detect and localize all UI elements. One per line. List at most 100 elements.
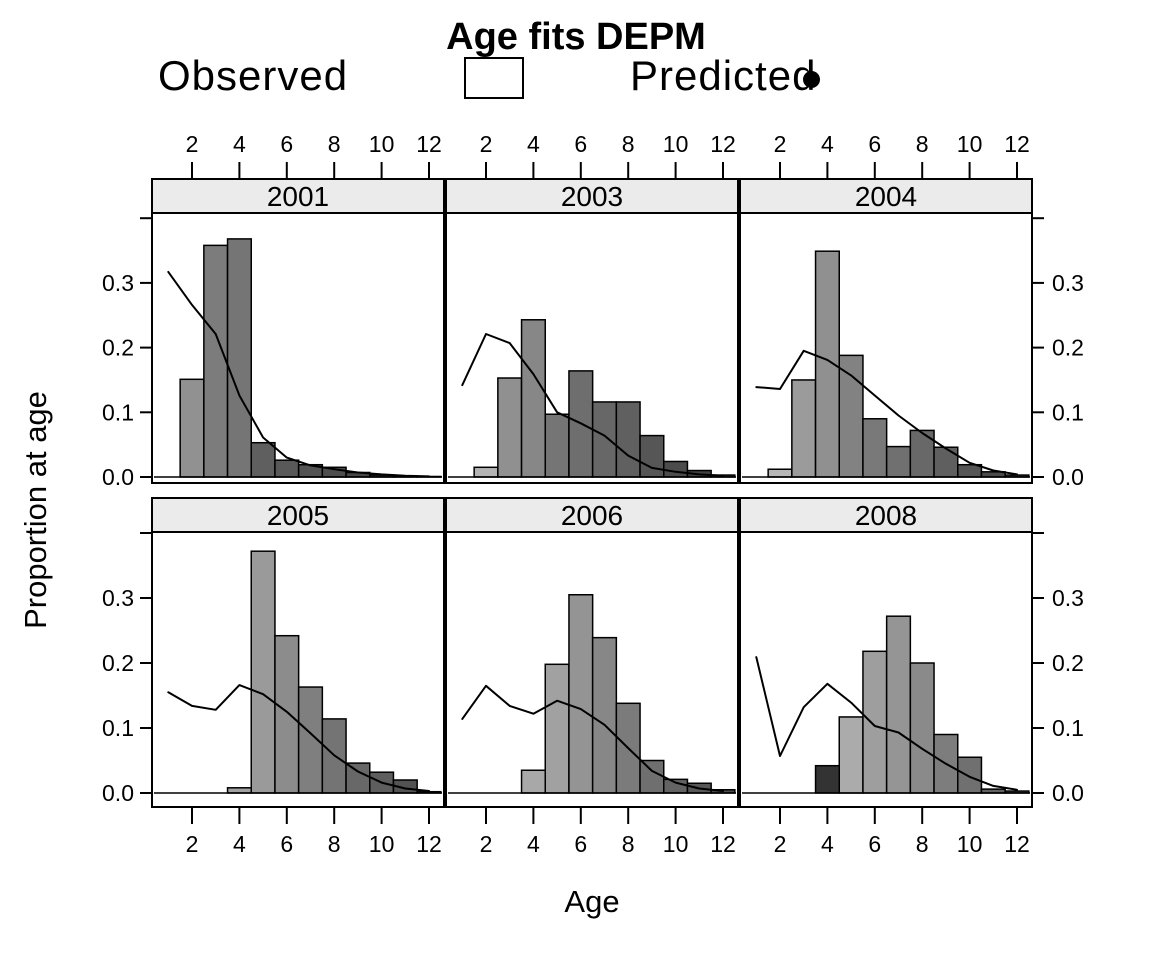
- x-axis-top-tick-label: 10: [957, 131, 983, 157]
- x-axis-bottom-tick-label: 2: [186, 831, 199, 857]
- x-axis-top-tick-label: 4: [527, 131, 540, 157]
- y-axis-left-tick-label: 0.0: [102, 780, 134, 806]
- x-axis-bottom-tick-label: 2: [480, 831, 493, 857]
- predicted-line-2006: [461, 684, 724, 792]
- observed-bar-2003-age9: [639, 434, 665, 478]
- observed-bar-2003-age3: [497, 377, 523, 478]
- observed-bar-2001-age4: [226, 238, 253, 478]
- legend-predicted-label: Predicted: [630, 52, 817, 99]
- observed-bar-2003-age4: [520, 319, 546, 478]
- panel-2008: [739, 531, 1033, 808]
- y-axis-left-tick-label: 0.3: [102, 270, 134, 296]
- x-axis-top-tick-label: 2: [480, 131, 493, 157]
- x-axis-bottom-tick-label: 10: [663, 831, 689, 857]
- x-axis-top-tick-label: 10: [369, 131, 395, 157]
- strip-label-2006: 2006: [561, 500, 623, 531]
- observed-bar-2001-age3: [203, 244, 229, 478]
- strip-2005: [151, 497, 445, 533]
- strip-label-2008: 2008: [855, 500, 917, 531]
- y-axis-left-tick-label: 0.1: [102, 399, 134, 425]
- x-axis-bottom-tick-label: 10: [369, 831, 395, 857]
- strip-label-2004: 2004: [855, 181, 917, 212]
- x-axis-top-tick-label: 4: [821, 131, 834, 157]
- x-axis-bottom-tick-label: 6: [574, 831, 587, 857]
- legend-predicted-dot-icon: [803, 71, 820, 88]
- x-axis-bottom-tick-label: 12: [416, 831, 442, 857]
- x-axis-top-tick-label: 2: [186, 131, 199, 157]
- observed-bar-2003-age7: [591, 401, 618, 478]
- x-axis-bottom-tick-label: 12: [710, 831, 736, 857]
- predicted-line-2008: [755, 656, 1018, 791]
- strip-label-2001: 2001: [267, 181, 329, 212]
- x-axis-title: Age: [564, 884, 620, 919]
- observed-bar-2003-age8: [615, 401, 641, 478]
- chart-title: Age fits DEPM: [446, 16, 706, 58]
- y-axis-right-tick-label: 0.0: [1052, 464, 1084, 490]
- x-axis-bottom-tick-label: 6: [280, 831, 293, 857]
- observed-bar-2004-age3: [791, 379, 817, 478]
- x-axis-top-tick-label: 4: [233, 131, 246, 157]
- x-axis-top-tick-label: 6: [868, 131, 881, 157]
- x-axis-bottom-tick-label: 8: [622, 831, 635, 857]
- panel-2001: [151, 212, 445, 484]
- x-axis-bottom-tick-label: 10: [957, 831, 983, 857]
- x-axis-top-tick-label: 12: [710, 131, 736, 157]
- y-axis-left-tick-label: 0.2: [102, 335, 134, 361]
- y-axis-left-tick-label: 0.0: [102, 464, 134, 490]
- x-axis-bottom-tick-label: 4: [821, 831, 834, 857]
- observed-bar-2008-age8: [909, 662, 935, 794]
- x-axis-top-tick-label: 12: [1004, 131, 1030, 157]
- y-axis-right-tick-label: 0.3: [1052, 585, 1084, 611]
- observed-bar-2008-age5: [838, 716, 864, 794]
- legend-observed-label: Observed: [158, 52, 349, 99]
- x-axis-top-tick-label: 10: [663, 131, 689, 157]
- observed-bar-2006-age9: [639, 759, 665, 794]
- x-axis-top-tick-label: 2: [774, 131, 787, 157]
- predicted-line-2005: [167, 684, 430, 792]
- observed-bar-2005-age5: [250, 550, 276, 794]
- x-axis-top-tick-label: 8: [622, 131, 635, 157]
- observed-bar-2004-age9: [933, 446, 959, 478]
- strip-label-2003: 2003: [561, 181, 623, 212]
- panel-2004: [739, 212, 1033, 484]
- predicted-line-2003: [461, 333, 724, 477]
- observed-bar-2006-age4: [520, 769, 546, 794]
- observed-bar-2006-age10: [663, 778, 689, 794]
- y-axis-left-tick-label: 0.3: [102, 585, 134, 611]
- observed-bar-2006-age6: [568, 594, 594, 794]
- y-axis-title: Proportion at age: [18, 391, 53, 629]
- y-axis-left-tick-label: 0.2: [102, 650, 134, 676]
- observed-bar-2001-age6: [274, 459, 300, 478]
- x-axis-top-tick-label: 6: [280, 131, 293, 157]
- observed-bar-2008-age4: [814, 764, 840, 794]
- observed-bar-2004-age4: [814, 250, 840, 478]
- x-axis-bottom-tick-label: 4: [233, 831, 246, 857]
- x-axis-bottom-tick-label: 4: [527, 831, 540, 857]
- x-axis-top-tick-label: 8: [328, 131, 341, 157]
- y-axis-right-tick-label: 0.1: [1052, 399, 1084, 425]
- observed-bar-2001-age2: [179, 378, 205, 478]
- panel-2005: [151, 531, 445, 808]
- observed-bar-2004-age5: [838, 354, 864, 478]
- observed-bar-2004-age10: [957, 463, 983, 478]
- x-axis-bottom-tick-label: 8: [916, 831, 929, 857]
- legend-observed-swatch-icon: [464, 57, 524, 99]
- observed-bar-2003-age5: [544, 413, 570, 478]
- observed-bar-2003-age2: [473, 466, 499, 478]
- x-axis-bottom-tick-label: 6: [868, 831, 881, 857]
- x-axis-bottom-tick-label: 12: [1004, 831, 1030, 857]
- y-axis-right-tick-label: 0.3: [1052, 270, 1084, 296]
- observed-bar-2008-age7: [885, 615, 912, 794]
- panel-2006: [445, 531, 739, 808]
- observed-bar-2008-age6: [862, 650, 888, 794]
- observed-bar-2004-age6: [862, 418, 888, 478]
- observed-bar-2004-age7: [885, 445, 912, 478]
- predicted-line-2004: [755, 349, 1018, 476]
- observed-bar-2003-age10: [663, 460, 689, 478]
- observed-bar-2001-age5: [250, 441, 276, 478]
- strip-2004: [739, 178, 1033, 214]
- observed-bar-2006-age7: [591, 636, 618, 794]
- x-axis-bottom-tick-label: 8: [328, 831, 341, 857]
- y-axis-right-tick-label: 0.2: [1052, 650, 1084, 676]
